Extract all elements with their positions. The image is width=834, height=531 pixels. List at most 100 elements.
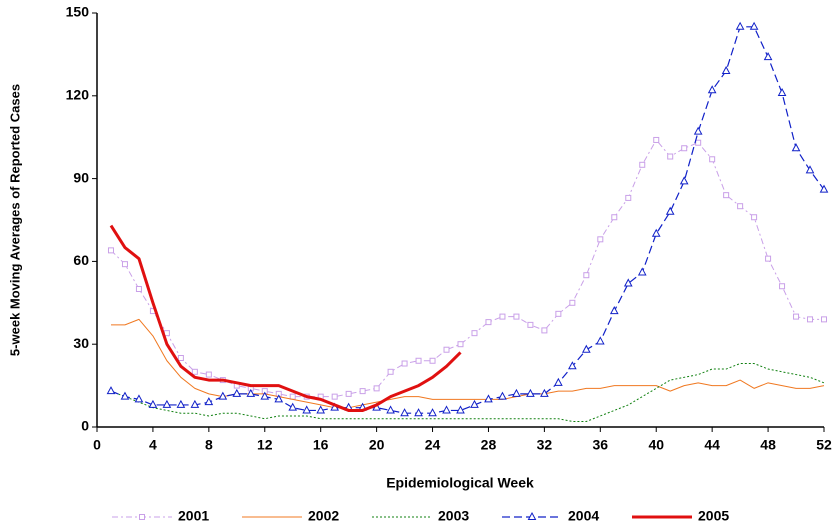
point-marker [679, 176, 689, 185]
point-marker [805, 165, 815, 174]
point-marker [541, 327, 548, 334]
point-marker [555, 310, 562, 317]
point-marker [331, 393, 338, 400]
point-marker [513, 313, 520, 320]
point-marker [302, 405, 312, 414]
x-tick-label: 4 [149, 437, 157, 453]
point-marker [470, 399, 479, 408]
point-marker [177, 355, 184, 361]
point-marker [106, 386, 116, 395]
point-marker [121, 261, 128, 268]
point-marker [568, 361, 577, 370]
x-tick-label: 24 [425, 437, 441, 453]
point-marker [737, 203, 744, 210]
legend-label: 2005 [698, 508, 729, 524]
point-marker [232, 388, 242, 397]
point-marker [135, 286, 142, 292]
point-marker [749, 21, 759, 30]
x-tick-label: 12 [257, 437, 273, 453]
x-axis-title: Epidemiological Week [386, 475, 534, 491]
point-marker [583, 272, 590, 279]
point-marker [569, 299, 576, 306]
point-marker [428, 408, 437, 417]
point-marker [527, 321, 534, 328]
point-marker [793, 313, 800, 320]
point-marker [681, 145, 688, 152]
legend-label: 2003 [438, 508, 469, 524]
x-tick-label: 32 [537, 437, 553, 453]
x-tick-label: 52 [816, 437, 832, 453]
point-marker [695, 139, 702, 146]
point-marker [779, 283, 786, 290]
point-marker [611, 214, 618, 221]
point-marker [218, 391, 228, 400]
point-marker [289, 393, 296, 400]
point-marker [639, 161, 646, 168]
point-marker [484, 394, 493, 403]
point-marker [120, 391, 130, 400]
x-tick-label: 48 [760, 437, 776, 453]
point-marker [148, 399, 158, 408]
series-line [110, 363, 825, 422]
point-marker [651, 228, 661, 237]
point-marker [400, 408, 409, 417]
point-marker [721, 65, 731, 74]
point-marker [595, 336, 605, 345]
legend-label: 2002 [308, 508, 339, 524]
point-marker [443, 346, 450, 353]
point-marker [190, 399, 200, 408]
point-marker [526, 388, 535, 397]
point-marker [765, 255, 772, 262]
point-marker [107, 247, 114, 254]
point-marker [735, 21, 745, 30]
point-marker [246, 388, 256, 397]
point-marker [653, 136, 660, 143]
y-tick-label: 90 [73, 169, 89, 185]
point-marker [386, 405, 395, 414]
point-marker [288, 402, 298, 411]
point-marker [204, 397, 214, 406]
series-line [110, 318, 825, 409]
point-marker [667, 153, 674, 160]
point-marker [205, 371, 212, 378]
point-marker [415, 357, 422, 364]
point-marker [134, 394, 144, 403]
x-tick-label: 20 [369, 437, 385, 453]
point-marker [527, 511, 537, 520]
point-marker [176, 399, 186, 408]
point-marker [442, 405, 451, 414]
x-tick-label: 40 [648, 437, 664, 453]
point-marker [373, 385, 380, 392]
point-marker [709, 156, 716, 163]
x-tick-label: 0 [93, 437, 101, 453]
y-tick-label: 120 [66, 87, 90, 103]
point-marker [554, 377, 563, 386]
point-marker [625, 194, 632, 201]
x-tick-label: 36 [593, 437, 609, 453]
point-marker [316, 405, 326, 414]
x-tick-label: 16 [313, 437, 329, 453]
point-marker [191, 368, 198, 375]
point-marker [456, 405, 465, 414]
point-marker [693, 126, 703, 135]
y-tick-label: 60 [73, 252, 89, 268]
point-marker [499, 313, 506, 320]
point-marker [751, 214, 758, 221]
x-tick-label: 28 [481, 437, 497, 453]
point-marker [637, 267, 647, 276]
point-marker [498, 391, 507, 400]
point-marker [387, 368, 394, 375]
point-marker [581, 344, 591, 353]
point-marker [791, 143, 801, 152]
point-marker [429, 357, 436, 364]
point-marker [665, 206, 675, 215]
point-marker [162, 399, 172, 408]
point-marker [359, 388, 366, 395]
x-tick-label: 8 [205, 437, 213, 453]
y-tick-label: 30 [73, 335, 89, 351]
y-tick-label: 150 [66, 4, 90, 20]
point-marker [821, 316, 827, 323]
point-marker [597, 236, 604, 243]
point-marker [512, 388, 521, 397]
